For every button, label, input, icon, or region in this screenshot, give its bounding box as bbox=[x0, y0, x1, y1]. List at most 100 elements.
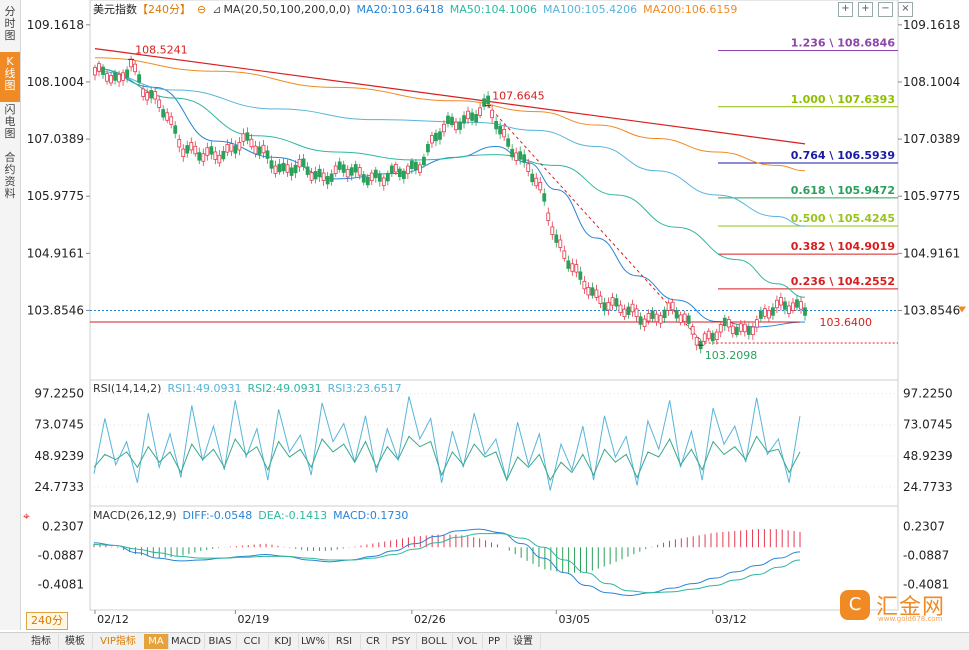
macd-y-tick-label: 0.2307 bbox=[42, 519, 84, 533]
candle-up bbox=[145, 92, 150, 101]
candle-up bbox=[369, 172, 374, 182]
candle-up bbox=[742, 323, 747, 333]
toolbar-vol-button[interactable]: VOL bbox=[452, 634, 483, 649]
candle-up bbox=[297, 158, 302, 168]
period-label[interactable]: 【240分】 bbox=[137, 3, 191, 16]
candle-down bbox=[498, 125, 503, 135]
toolbar--0-button[interactable]: 指标 bbox=[24, 634, 59, 649]
y-tick-label: 103.8546 bbox=[27, 303, 84, 317]
candle-down bbox=[434, 132, 438, 142]
toolbar-macd-button[interactable]: MACD bbox=[168, 634, 205, 649]
rsi-y-tick-label-right: 73.0745 bbox=[903, 418, 953, 432]
macd-settings-icon[interactable]: ⌖ bbox=[23, 509, 30, 523]
chart-header: 美元指数【240分】 ⊖ ⊿ MA(20,50,100,200,0,0) MA20:10… bbox=[93, 3, 743, 17]
tab-contract-info[interactable]: 合约资料 bbox=[4, 151, 16, 200]
zoom-in-icon[interactable]: + bbox=[858, 2, 873, 17]
candle-down bbox=[426, 143, 430, 153]
tab-timeshare[interactable]: 分时图 bbox=[4, 5, 16, 42]
candle-down bbox=[101, 66, 105, 75]
candle-up bbox=[678, 314, 683, 323]
zoom-out-icon[interactable]: − bbox=[878, 2, 893, 17]
candle-up bbox=[594, 289, 599, 298]
toolbar-vip-button[interactable]: VIP指标 bbox=[92, 634, 145, 649]
candle-down bbox=[626, 306, 631, 315]
tab-flash[interactable]: 闪电图 bbox=[4, 103, 16, 140]
candle-up bbox=[514, 152, 519, 161]
candle-down bbox=[325, 176, 330, 185]
candle-down bbox=[377, 173, 382, 182]
candle-down bbox=[803, 307, 807, 316]
toolbar-psy-button[interactable]: PSY bbox=[386, 634, 417, 649]
candle-down bbox=[710, 332, 715, 342]
toolbar--1-button[interactable]: 模板 bbox=[58, 634, 93, 649]
candle-down bbox=[482, 98, 486, 107]
candle-down bbox=[265, 150, 270, 159]
main-panel-frame bbox=[89, 0, 899, 381]
candle-up bbox=[670, 301, 675, 311]
candle-up bbox=[502, 128, 507, 138]
price-annotation: 108.5241 bbox=[135, 43, 188, 56]
candle-up bbox=[762, 308, 767, 317]
macd-y-tick-label-right: -0.0887 bbox=[903, 548, 949, 562]
candle-up bbox=[642, 318, 647, 327]
rsi2-value: RSI2:49.0931 bbox=[247, 382, 322, 395]
ma200-line bbox=[94, 57, 806, 172]
draw-tool-icon[interactable]: ⊿ bbox=[212, 3, 222, 16]
logo-text: 汇金网 bbox=[876, 595, 946, 620]
rsi-y-tick-label-right: 48.9239 bbox=[903, 449, 953, 463]
candle-down bbox=[289, 167, 294, 176]
candle-up bbox=[666, 302, 671, 311]
candle-up bbox=[93, 67, 97, 76]
x-tick-label: 02/12 bbox=[97, 613, 129, 626]
candle-up bbox=[181, 148, 186, 157]
candle-up bbox=[546, 212, 551, 221]
diff-value: DIFF:-0.0548 bbox=[182, 509, 253, 522]
indicator-toolbar: 指标 模板 VIP指标 MA MACD BIAS CCI KDJ LW% RSI CR PSY BOLL… bbox=[0, 632, 969, 650]
candle-down bbox=[353, 164, 358, 173]
candle-up bbox=[430, 135, 434, 144]
macd-y-tick-label: -0.4081 bbox=[38, 577, 84, 591]
toolbar--15-button[interactable]: 设置 bbox=[506, 634, 541, 649]
candle-up bbox=[237, 142, 242, 151]
expand-icon[interactable]: + bbox=[838, 2, 853, 17]
candle-up bbox=[754, 319, 759, 328]
toolbar-pp-button[interactable]: PP bbox=[482, 634, 507, 649]
candle-down bbox=[401, 170, 406, 180]
toolbar-cr-button[interactable]: CR bbox=[360, 634, 387, 649]
logo-url: www.gold678.com bbox=[878, 615, 943, 623]
candle-up bbox=[570, 263, 575, 272]
candle-up bbox=[490, 109, 495, 119]
chart-canvas[interactable]: 1.236 \ 108.6846 1.000 \ 107.6393 0.764 \ … bbox=[0, 0, 969, 632]
ma-label: MA(20,50,100,200,0,0) bbox=[223, 3, 351, 16]
toolbar-bias-button[interactable]: BIAS bbox=[204, 634, 237, 649]
period-circle-icon[interactable]: ⊖ bbox=[197, 3, 207, 16]
candle-up bbox=[646, 313, 651, 322]
toolbar-rsi-button[interactable]: RSI bbox=[328, 634, 361, 649]
candle-down bbox=[173, 125, 178, 134]
candle-down bbox=[578, 271, 583, 280]
candle-down bbox=[397, 168, 402, 177]
candle-up bbox=[229, 143, 234, 152]
candle-up bbox=[189, 142, 194, 151]
candle-down bbox=[373, 169, 378, 179]
toolbar-kdj-button[interactable]: KDJ bbox=[268, 634, 299, 649]
candle-up bbox=[217, 154, 222, 164]
candle-up bbox=[333, 165, 338, 174]
candle-down bbox=[414, 161, 418, 171]
candle-up bbox=[193, 145, 198, 155]
macd-y-tick-label-right: 0.2307 bbox=[903, 519, 945, 533]
toolbar-cci-button[interactable]: CCI bbox=[236, 634, 269, 649]
candle-up bbox=[393, 164, 398, 173]
rsi-header: RSI(14,14,2) RSI1:49.0931 RSI2:49.0931 RSI3… bbox=[93, 382, 408, 396]
candle-down bbox=[341, 164, 346, 173]
toolbar-boll-button[interactable]: BOLL bbox=[416, 634, 453, 649]
candle-up bbox=[750, 326, 755, 335]
toolbar-lw-button[interactable]: LW% bbox=[298, 634, 329, 649]
toolbar-ma-button[interactable]: MA bbox=[144, 634, 169, 649]
period-selector[interactable]: 240分 bbox=[26, 612, 68, 630]
candle-up bbox=[177, 139, 182, 148]
candle-up bbox=[694, 337, 699, 346]
candle-down bbox=[281, 162, 286, 172]
candle-up bbox=[658, 315, 663, 324]
